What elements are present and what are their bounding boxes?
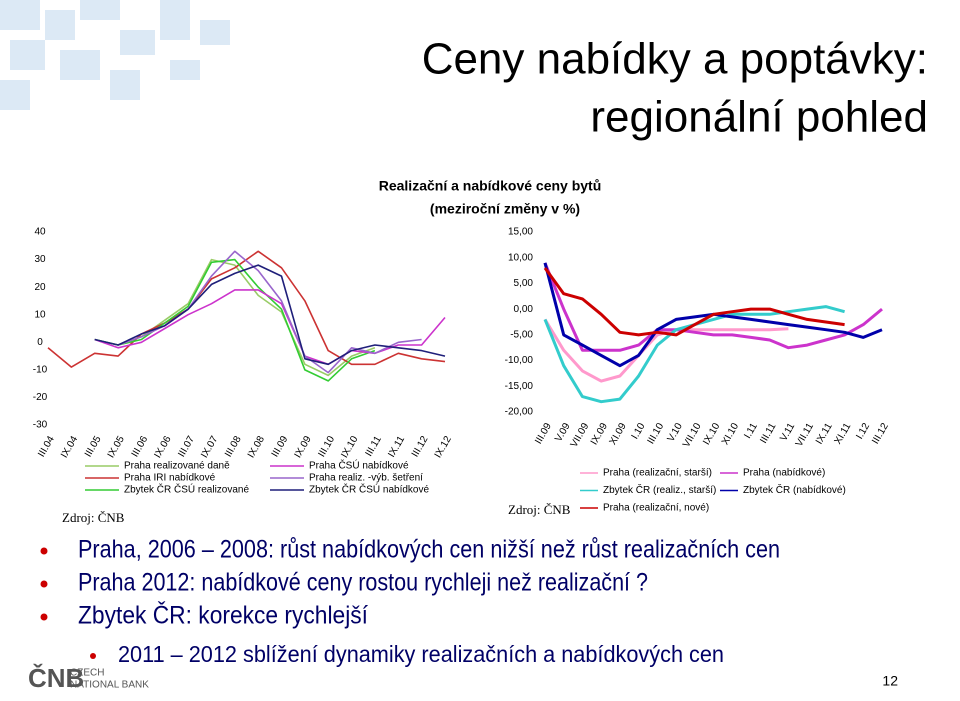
y-tick-label: 10,00 bbox=[508, 252, 533, 263]
y-tick-label: -5,00 bbox=[510, 329, 533, 340]
bullets: Praha, 2006 – 2008: růst nabídkových cen… bbox=[40, 536, 780, 667]
series-line bbox=[543, 267, 845, 337]
y-tick-label: -10 bbox=[33, 364, 48, 375]
x-tick-label: XI.10 bbox=[720, 421, 741, 447]
x-tick-label: VII.10 bbox=[681, 421, 704, 450]
x-tick-label: IX.11 bbox=[386, 434, 407, 459]
x-tick-label: I.12 bbox=[854, 421, 872, 441]
legend-label: Zbytek ČR ČSÚ nabídkové bbox=[309, 483, 429, 496]
y-tick-label: 5,00 bbox=[514, 278, 534, 289]
x-tick-label: IX.10 bbox=[701, 421, 722, 447]
x-tick-label: III.11 bbox=[364, 434, 384, 458]
series-line bbox=[47, 250, 446, 368]
x-tick-label: III.08 bbox=[223, 434, 244, 459]
slide-title: Ceny nabídky a poptávky: bbox=[422, 35, 928, 84]
x-tick-label: I.10 bbox=[630, 421, 648, 441]
y-tick-label: -20,00 bbox=[505, 407, 534, 418]
y-tick-label: 15,00 bbox=[508, 227, 533, 238]
x-tick-label: III.12 bbox=[410, 434, 431, 459]
y-tick-label: 0,00 bbox=[514, 304, 534, 315]
x-tick-label: III.10 bbox=[646, 421, 667, 446]
x-tick-label: III.09 bbox=[270, 434, 291, 459]
bullet-dot bbox=[90, 653, 96, 659]
series-line bbox=[94, 258, 376, 377]
series-line bbox=[94, 258, 376, 382]
logo-text: CZECH bbox=[70, 668, 104, 679]
series-line bbox=[117, 250, 422, 374]
x-tick-label: III.11 bbox=[758, 421, 778, 445]
slide-title: regionální pohled bbox=[590, 93, 928, 142]
legend-label: Zbytek ČR ČSÚ realizované bbox=[124, 483, 249, 496]
bullet-dot bbox=[40, 547, 48, 555]
y-tick-label: 30 bbox=[34, 254, 46, 265]
x-tick-label: III.09 bbox=[533, 421, 554, 446]
legend-label: Praha (nabídkové) bbox=[743, 468, 825, 479]
y-tick-label: -20 bbox=[33, 392, 48, 403]
x-tick-label: III.10 bbox=[316, 434, 337, 459]
bullet-dot bbox=[40, 580, 48, 588]
series-line bbox=[543, 305, 845, 404]
bullet-text: 2011 – 2012 sblížení dynamiky realizační… bbox=[118, 641, 724, 667]
x-tick-label: IX.09 bbox=[293, 434, 314, 460]
legend-label: Praha realizované daně bbox=[124, 461, 230, 472]
x-tick-label: III.07 bbox=[176, 434, 197, 459]
x-tick-label: IX.09 bbox=[589, 421, 610, 447]
y-tick-label: 20 bbox=[34, 282, 46, 293]
page-number: 12 bbox=[882, 673, 898, 689]
legend-label: Praha (realizační, starší) bbox=[603, 468, 712, 479]
decoration bbox=[0, 0, 230, 110]
x-tick-label: IX.10 bbox=[339, 434, 360, 460]
x-tick-label: VII.09 bbox=[569, 421, 592, 450]
x-tick-label: XI.11 bbox=[833, 421, 854, 446]
series-line bbox=[94, 289, 446, 366]
x-tick-label: III.04 bbox=[36, 434, 57, 459]
bullet-text: Zbytek ČR: korekce rychlejší bbox=[78, 601, 368, 630]
series-line bbox=[94, 264, 446, 366]
chart-title: (meziroční změny v %) bbox=[430, 201, 580, 217]
legend-label: Zbytek ČR (realiz., starší) bbox=[603, 483, 716, 496]
x-tick-label: VII.11 bbox=[794, 421, 816, 449]
source: Zdroj: ČNB bbox=[508, 502, 571, 517]
x-tick-label: IX.08 bbox=[246, 434, 267, 460]
chart-title: Realizační a nabídkové ceny bytů bbox=[379, 178, 602, 194]
x-tick-label: IX.07 bbox=[199, 434, 220, 460]
legend-label: Praha realiz. -výb. šetření bbox=[309, 473, 423, 484]
x-tick-label: IX.04 bbox=[59, 434, 80, 460]
series-line bbox=[543, 262, 883, 352]
y-tick-label: 0 bbox=[37, 337, 43, 348]
x-tick-label: IX.06 bbox=[152, 434, 173, 460]
logo-mark: ČNB bbox=[28, 663, 84, 693]
y-tick-label: 40 bbox=[34, 227, 46, 238]
y-tick-label: -10,00 bbox=[505, 355, 534, 366]
x-tick-label: IX.05 bbox=[106, 434, 127, 460]
legend-label: Praha (realizační, nové) bbox=[603, 503, 709, 514]
logo-text: NATIONAL BANK bbox=[70, 680, 149, 691]
x-tick-label: V.11 bbox=[778, 421, 797, 443]
legend-label: Zbytek ČR (nabídkové) bbox=[743, 483, 846, 496]
bullet-text: Praha, 2006 – 2008: růst nabídkových cen… bbox=[78, 536, 780, 564]
legend-label: Praha ČSÚ nabídkové bbox=[309, 459, 409, 472]
x-tick-label: III.05 bbox=[83, 434, 104, 459]
x-tick-label: IX.11 bbox=[814, 421, 835, 446]
source: Zdroj: ČNB bbox=[62, 510, 125, 525]
x-tick-label: III.06 bbox=[130, 434, 151, 459]
legend-label: Praha IRI nabídkové bbox=[124, 473, 216, 484]
bullet-dot bbox=[40, 613, 48, 621]
y-tick-label: 10 bbox=[34, 309, 46, 320]
x-tick-label: I.11 bbox=[742, 421, 760, 441]
bullet-text: Praha 2012: nabídkové ceny rostou rychle… bbox=[78, 569, 648, 597]
x-tick-label: IX.12 bbox=[433, 434, 454, 460]
x-tick-label: XI.09 bbox=[608, 421, 629, 447]
y-tick-label: -30 bbox=[33, 420, 48, 431]
x-tick-label: III.12 bbox=[870, 421, 891, 446]
y-tick-label: -15,00 bbox=[505, 381, 534, 392]
